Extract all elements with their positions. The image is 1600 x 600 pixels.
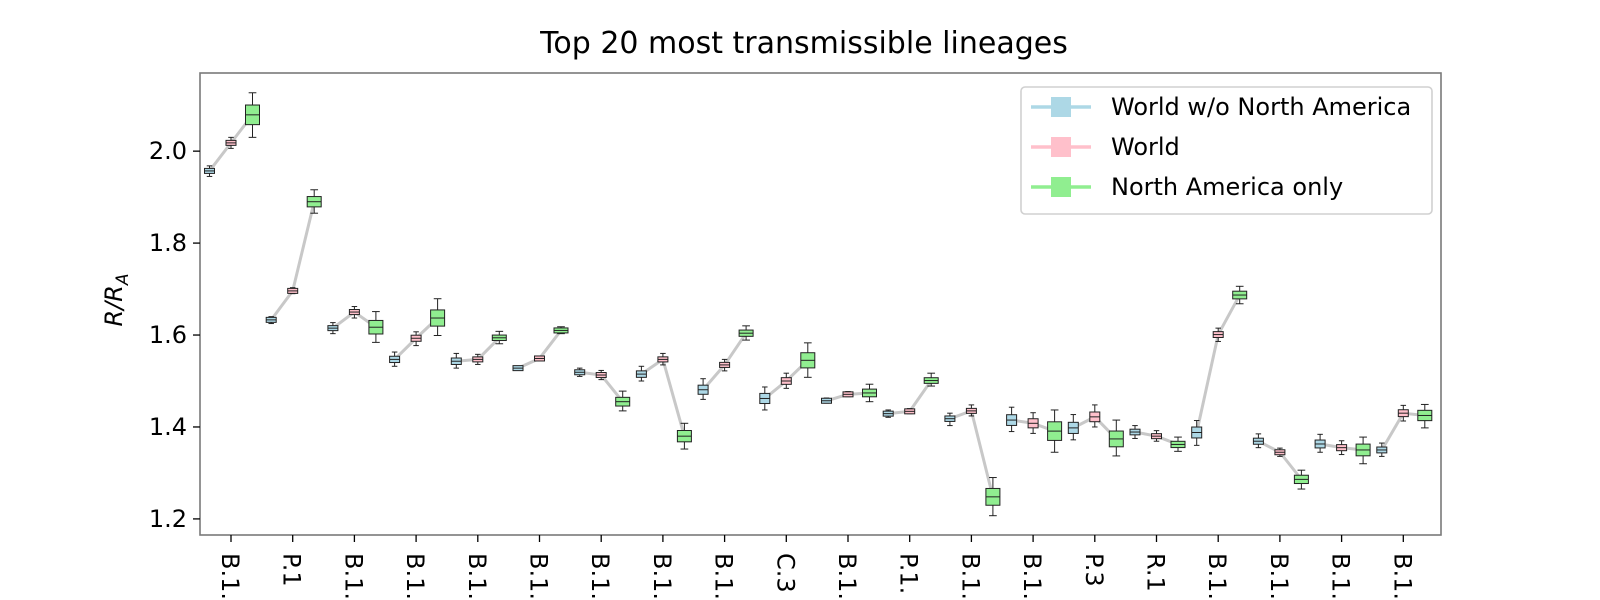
group-connector bbox=[269, 200, 316, 322]
y-tick-label: 1.8 bbox=[149, 229, 187, 257]
x-tick-label: P.1. bbox=[895, 553, 923, 594]
x-tick-label: B.1. bbox=[648, 553, 676, 600]
x-tick-label: C.3 bbox=[771, 553, 799, 593]
y-tick-label: 1.6 bbox=[149, 321, 187, 349]
x-tick-label: R.1 bbox=[1142, 553, 1170, 592]
y-axis-label-main: R/R bbox=[100, 285, 128, 326]
x-tick-label: B.1. bbox=[463, 553, 491, 600]
x-tick-label: B.1. bbox=[710, 553, 738, 600]
group-connector bbox=[948, 409, 995, 499]
x-tick-label: P.3 bbox=[1080, 553, 1108, 587]
legend-label: North America only bbox=[1111, 173, 1343, 201]
legend-swatch-marker bbox=[1051, 97, 1071, 117]
x-tick-label: P.1 bbox=[278, 553, 306, 587]
x-tick-label: B.1. bbox=[1388, 553, 1416, 600]
legend: World w/o North America World North Americ… bbox=[1020, 86, 1433, 215]
legend-swatch-marker bbox=[1051, 137, 1071, 157]
legend-swatch-marker bbox=[1051, 177, 1071, 197]
y-axis-label-sub: A bbox=[113, 273, 133, 286]
y-tick-label: 1.2 bbox=[149, 505, 187, 533]
legend-label: World w/o North America bbox=[1111, 93, 1411, 121]
x-tick-label: B.1. bbox=[956, 553, 984, 600]
x-tick-label: B.1. bbox=[586, 553, 614, 600]
x-tick-label: B.1. bbox=[1327, 553, 1355, 600]
legend-frame bbox=[1020, 86, 1433, 215]
group-connector bbox=[639, 357, 686, 438]
x-tick-label: B.1. bbox=[339, 553, 367, 600]
y-tick-label: 2.0 bbox=[149, 137, 187, 165]
x-tick-label: B.1. bbox=[216, 553, 244, 600]
x-tick-label: B.1. bbox=[525, 553, 553, 600]
chart-title: Top 20 most transmissible lineages bbox=[539, 26, 1068, 61]
y-axis-label: R/RA bbox=[100, 273, 133, 326]
x-tick-label: B.1. bbox=[1203, 553, 1231, 600]
plot-area: 1.2 1.4 1.6 1.8 2.0 B.1. P.1 B.1. B.1. B.1. B.1. B.… bbox=[149, 72, 1442, 600]
x-tick-label: B.1. bbox=[1018, 553, 1046, 600]
x-tick-label: B.1. bbox=[1265, 553, 1293, 600]
y-tick-label: 1.4 bbox=[149, 413, 187, 441]
group-connector bbox=[516, 328, 563, 370]
x-tick-label: B.1. bbox=[401, 553, 429, 600]
group-connector bbox=[1195, 293, 1242, 434]
legend-label: World bbox=[1111, 133, 1180, 161]
x-tick-label: B.1. bbox=[833, 553, 861, 600]
group-connector bbox=[1256, 439, 1303, 481]
axes-frame bbox=[199, 72, 1442, 536]
